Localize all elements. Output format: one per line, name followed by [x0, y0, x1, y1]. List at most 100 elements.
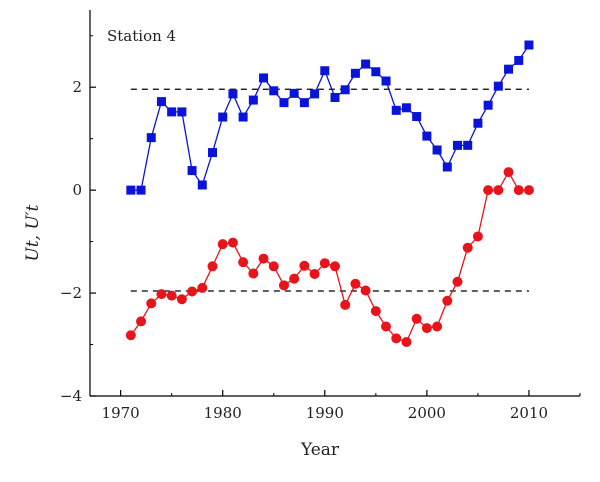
y-tick-label: 2	[72, 78, 82, 96]
data-point	[422, 131, 432, 141]
data-point	[504, 64, 514, 74]
data-point	[503, 167, 514, 178]
y-tick-label: 0	[72, 181, 82, 199]
data-point	[432, 321, 443, 332]
series-2	[125, 167, 534, 347]
data-point	[411, 313, 422, 324]
data-point	[493, 185, 504, 196]
data-point	[401, 336, 412, 347]
data-point	[320, 66, 330, 76]
data-point	[473, 118, 483, 128]
data-point	[391, 105, 401, 115]
data-point	[472, 231, 483, 242]
data-point	[453, 140, 462, 150]
data-point	[146, 133, 156, 143]
data-point	[523, 185, 534, 196]
data-point	[187, 166, 197, 176]
data-point	[361, 59, 371, 69]
data-point	[207, 261, 218, 272]
data-point	[493, 81, 503, 91]
station-annotation: Station 4	[107, 27, 176, 45]
data-point	[381, 321, 392, 332]
series-1	[126, 40, 534, 195]
data-point	[197, 282, 208, 293]
data-point	[401, 103, 411, 113]
data-point	[330, 92, 340, 102]
data-point	[421, 323, 432, 334]
data-point	[340, 85, 350, 95]
data-point	[136, 185, 146, 195]
x-tick-label: 1970	[102, 404, 140, 422]
data-point	[442, 162, 452, 172]
data-point	[371, 67, 381, 77]
data-point	[391, 333, 402, 344]
data-point	[483, 185, 494, 196]
x-ticks: 1970 1980 1990 2000 2010	[102, 390, 581, 422]
data-point	[197, 180, 207, 190]
data-point	[136, 316, 147, 327]
data-point	[269, 86, 279, 96]
data-point	[299, 260, 310, 271]
data-point	[381, 76, 391, 86]
data-point	[208, 148, 217, 158]
x-tick-label: 2010	[510, 404, 548, 422]
data-point	[146, 298, 157, 309]
data-point	[248, 95, 258, 105]
data-point	[513, 185, 524, 196]
data-point	[156, 289, 167, 300]
data-point	[319, 258, 330, 269]
plot-area: 1970 1980 1990 2000 2010 −4 −2 0 2	[60, 10, 581, 422]
series-line	[130, 170, 529, 343]
data-point	[238, 112, 248, 122]
data-point	[299, 98, 309, 108]
data-point	[218, 112, 228, 122]
data-point	[330, 261, 340, 272]
data-point	[177, 107, 187, 117]
y-tick-label: −4	[60, 387, 82, 405]
data-point	[442, 295, 453, 306]
data-point	[176, 294, 187, 305]
data-point	[309, 269, 320, 280]
data-point	[463, 140, 473, 150]
data-point	[350, 68, 360, 78]
data-point	[462, 242, 473, 253]
data-point	[248, 268, 259, 279]
reference-lines	[130, 88, 529, 292]
data-point	[258, 253, 269, 264]
y-tick-label: −2	[60, 284, 82, 302]
data-point	[227, 237, 238, 248]
x-tick-label: 2000	[408, 404, 446, 422]
data-point	[125, 330, 136, 341]
data-point	[167, 107, 177, 117]
data-point	[350, 278, 361, 289]
data-point	[156, 97, 166, 107]
data-point	[289, 273, 300, 284]
x-axis-label: Year	[300, 440, 340, 460]
y-axis-label: Ut, U′t	[23, 204, 43, 261]
data-point	[412, 112, 422, 122]
data-point	[310, 89, 320, 99]
x-tick-label: 1980	[204, 404, 242, 422]
data-point	[524, 40, 534, 50]
data-point	[370, 306, 381, 317]
data-point	[259, 73, 269, 83]
series-line	[130, 44, 530, 191]
data-point	[238, 257, 249, 268]
data-point	[452, 276, 463, 287]
data-point	[483, 100, 493, 110]
data-point	[126, 185, 136, 195]
data-point	[514, 55, 524, 65]
data-point	[289, 88, 299, 98]
data-point	[217, 239, 228, 250]
data-point	[340, 299, 351, 310]
data-point	[187, 286, 198, 297]
y-ticks: −4 −2 0 2	[60, 35, 96, 405]
data-point	[279, 98, 289, 108]
data-point	[278, 280, 289, 291]
data-point	[432, 145, 442, 155]
series-layer	[125, 40, 534, 347]
x-tick-label: 1990	[306, 404, 344, 422]
data-point	[166, 290, 177, 301]
data-point	[268, 261, 279, 272]
